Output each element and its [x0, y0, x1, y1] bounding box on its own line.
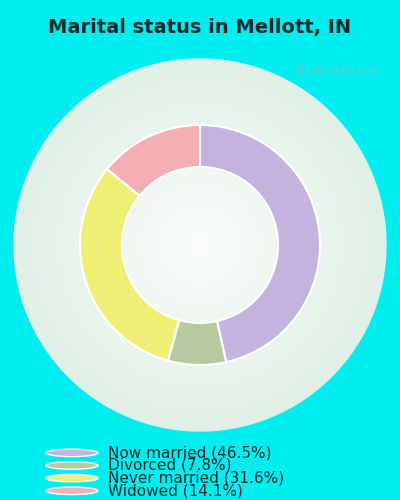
- Text: Widowed (14.1%): Widowed (14.1%): [108, 484, 243, 498]
- Circle shape: [16, 62, 384, 428]
- Circle shape: [98, 142, 302, 348]
- Circle shape: [26, 70, 374, 420]
- Circle shape: [70, 115, 330, 375]
- Circle shape: [28, 73, 372, 417]
- Circle shape: [74, 120, 326, 370]
- Circle shape: [193, 238, 207, 252]
- Circle shape: [119, 164, 281, 326]
- Circle shape: [35, 80, 365, 410]
- Circle shape: [102, 148, 298, 342]
- Circle shape: [140, 184, 260, 306]
- Wedge shape: [200, 125, 320, 362]
- Circle shape: [86, 131, 314, 359]
- Circle shape: [107, 152, 293, 338]
- Circle shape: [142, 187, 258, 303]
- Circle shape: [137, 182, 263, 308]
- Circle shape: [128, 173, 272, 317]
- Circle shape: [14, 59, 386, 431]
- Circle shape: [30, 76, 370, 414]
- Circle shape: [123, 168, 277, 322]
- Circle shape: [163, 208, 237, 282]
- Circle shape: [63, 108, 337, 382]
- Circle shape: [179, 224, 221, 266]
- Circle shape: [46, 487, 98, 494]
- Circle shape: [158, 203, 242, 287]
- Wedge shape: [80, 169, 179, 360]
- Circle shape: [188, 234, 212, 256]
- Circle shape: [88, 134, 312, 356]
- Circle shape: [151, 196, 249, 294]
- Circle shape: [100, 145, 300, 345]
- Circle shape: [44, 89, 356, 401]
- Circle shape: [144, 189, 256, 301]
- Circle shape: [132, 178, 268, 312]
- Circle shape: [84, 129, 316, 362]
- Circle shape: [72, 117, 328, 373]
- Wedge shape: [168, 320, 226, 365]
- Circle shape: [156, 201, 244, 289]
- Circle shape: [170, 215, 230, 275]
- Circle shape: [186, 231, 214, 259]
- Circle shape: [68, 112, 332, 378]
- Circle shape: [191, 236, 209, 255]
- Circle shape: [32, 78, 367, 412]
- Circle shape: [184, 228, 216, 262]
- Circle shape: [160, 206, 240, 284]
- Circle shape: [174, 220, 226, 270]
- Circle shape: [23, 68, 377, 422]
- Circle shape: [82, 126, 318, 364]
- Circle shape: [65, 110, 335, 380]
- Wedge shape: [107, 125, 200, 196]
- Circle shape: [93, 138, 307, 352]
- Text: Divorced (7.8%): Divorced (7.8%): [108, 458, 232, 473]
- Circle shape: [51, 96, 349, 394]
- Circle shape: [116, 162, 284, 328]
- Circle shape: [79, 124, 321, 366]
- Circle shape: [95, 140, 305, 350]
- Circle shape: [126, 170, 274, 320]
- Text: Marital status in Mellott, IN: Marital status in Mellott, IN: [48, 18, 352, 36]
- Circle shape: [77, 122, 323, 368]
- Circle shape: [121, 166, 279, 324]
- Text: ⓘ City-Data.com: ⓘ City-Data.com: [297, 64, 380, 74]
- Circle shape: [198, 242, 202, 248]
- Circle shape: [135, 180, 265, 310]
- Circle shape: [149, 194, 251, 296]
- Circle shape: [46, 462, 98, 469]
- Circle shape: [181, 226, 218, 264]
- Circle shape: [46, 92, 354, 399]
- Circle shape: [130, 176, 270, 315]
- Circle shape: [54, 98, 346, 392]
- Circle shape: [21, 66, 379, 424]
- Circle shape: [56, 101, 344, 389]
- Circle shape: [46, 474, 98, 482]
- Circle shape: [42, 87, 358, 403]
- Circle shape: [109, 154, 291, 336]
- Circle shape: [58, 103, 342, 387]
- Circle shape: [40, 84, 360, 406]
- Text: Now married (46.5%): Now married (46.5%): [108, 446, 272, 460]
- Circle shape: [49, 94, 351, 396]
- Circle shape: [172, 217, 228, 273]
- Circle shape: [60, 106, 340, 384]
- Circle shape: [105, 150, 295, 340]
- Text: Never married (31.6%): Never married (31.6%): [108, 470, 284, 486]
- Circle shape: [146, 192, 254, 298]
- Circle shape: [168, 212, 232, 278]
- Circle shape: [91, 136, 309, 354]
- Circle shape: [114, 159, 286, 331]
- Circle shape: [46, 449, 98, 456]
- Circle shape: [165, 210, 235, 280]
- Circle shape: [177, 222, 223, 268]
- Circle shape: [154, 198, 246, 292]
- Circle shape: [112, 156, 288, 334]
- Circle shape: [195, 240, 205, 250]
- Circle shape: [19, 64, 381, 426]
- Circle shape: [37, 82, 363, 408]
